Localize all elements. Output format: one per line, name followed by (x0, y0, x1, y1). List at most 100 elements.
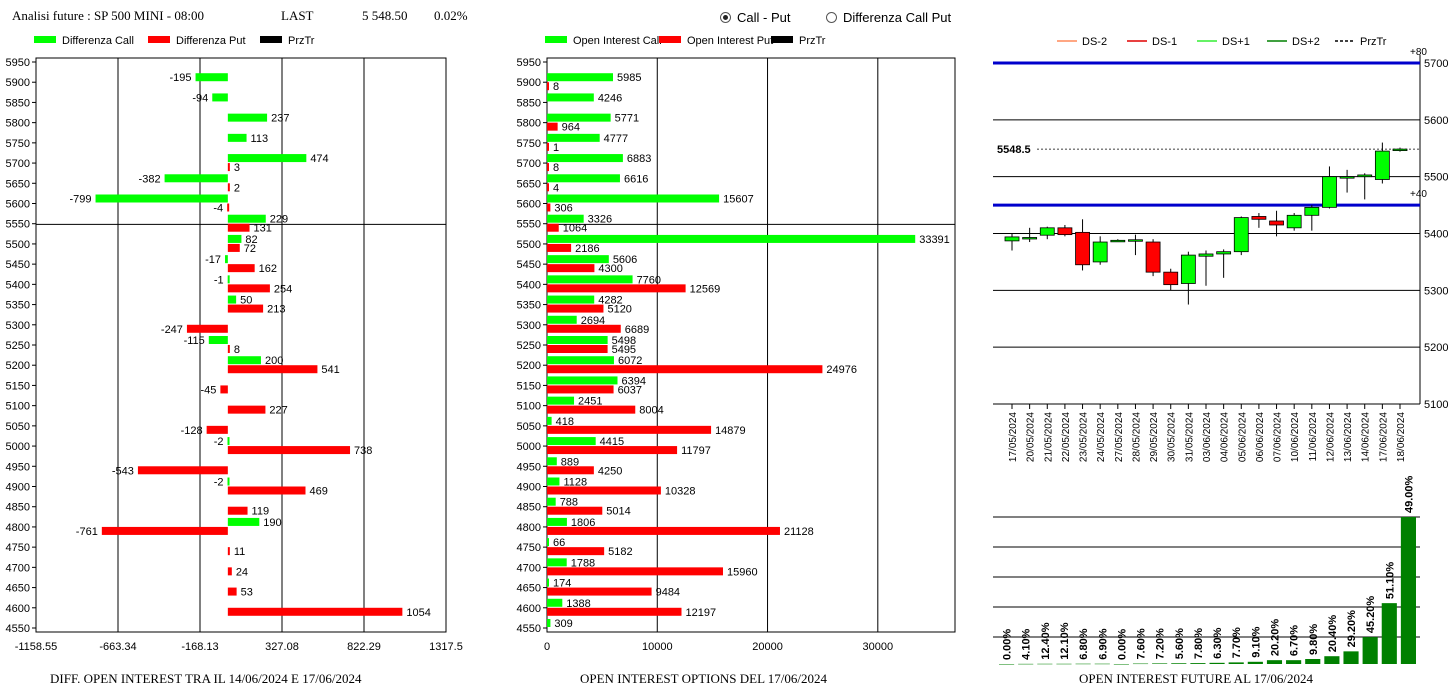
strike-label: 5500 (517, 239, 541, 251)
bar-value-label: 4777 (604, 133, 628, 145)
candle-body (1145, 241, 1161, 273)
call-bar (212, 93, 228, 102)
strike-label: 4950 (6, 461, 30, 473)
put-bar (227, 567, 232, 576)
call-bar (547, 113, 611, 122)
call-bar (225, 255, 228, 264)
future-bar (1056, 663, 1072, 665)
bar-value-label: -17 (205, 254, 221, 266)
bar-value-label: 213 (267, 304, 285, 316)
put-bar (547, 82, 549, 91)
put-bar (227, 547, 230, 556)
strike-label: 4600 (6, 603, 30, 615)
bar-value-label: 229 (270, 214, 288, 226)
legend-label: Differenza Call (62, 35, 134, 47)
put-bar (227, 203, 230, 212)
last-value: 5 548.50 (362, 8, 408, 23)
diff-open-interest-chart: Differenza Call Differenza Put PrzTr -1158.… (6, 35, 463, 653)
radio-differenza-call-put[interactable]: Differenza Call Put (826, 10, 951, 25)
strike-label: 4650 (517, 583, 541, 595)
call-bar (208, 336, 228, 344)
legend-label: DS-2 (1082, 36, 1107, 48)
strike-label: 5000 (6, 441, 30, 453)
future-bar (1152, 663, 1168, 664)
strike-label: 5650 (517, 178, 541, 190)
future-bar-label: 29.20% (1346, 610, 1358, 648)
put-bar (547, 526, 780, 535)
legend-swatch (148, 36, 170, 43)
bar-value-label: 1788 (571, 557, 595, 569)
bar-value-label: -1 (214, 274, 224, 286)
put-bar (547, 466, 594, 475)
bar-value-label: -543 (112, 465, 134, 477)
future-bar (1381, 603, 1397, 664)
strike-label: 5550 (6, 219, 30, 231)
strike-label: 5100 (517, 401, 541, 413)
caption-open-interest-options: OPEN INTEREST OPTIONS DEL 17/06/2024 (580, 671, 827, 686)
call-bar (547, 376, 618, 385)
strike-label: 5900 (6, 77, 30, 89)
call-bar (547, 73, 613, 82)
put-bar (547, 425, 712, 434)
future-bar-label: 6.30% (1212, 627, 1224, 658)
call-bar (227, 214, 266, 223)
future-bar (1209, 662, 1225, 664)
strike-label: 4700 (6, 562, 30, 574)
strike-label: 5600 (6, 199, 30, 211)
call-bar (227, 477, 230, 486)
future-bar-label: 7.70% (1231, 627, 1243, 658)
bar-value-label: 474 (310, 153, 328, 165)
call-bar (227, 437, 230, 446)
candle-body (1251, 216, 1267, 220)
strike-label: 5900 (517, 77, 541, 89)
date-label: 14/06/2024 (1361, 412, 1372, 462)
bar-value-label: 5498 (612, 335, 636, 347)
bar-value-label: -94 (192, 92, 208, 104)
bar-value-label: 12197 (685, 607, 716, 619)
x-tick-label: 327.08 (265, 641, 299, 653)
candle-body (1198, 253, 1214, 257)
legend-swatch (659, 36, 681, 43)
strike-label: 4900 (517, 482, 541, 494)
future-bar-label: 9.10% (1250, 626, 1262, 657)
legend-label: DS+2 (1292, 36, 1320, 48)
bar-value-label: 788 (560, 497, 578, 509)
future-bar (1075, 663, 1091, 665)
future-bar (1286, 660, 1302, 664)
date-label: 22/05/2024 (1061, 412, 1072, 462)
legend-label: PrzTr (288, 35, 315, 47)
put-bar (547, 587, 652, 596)
strike-label: 5000 (517, 441, 541, 453)
future-bar-label: 5.60% (1174, 628, 1186, 659)
bar-value-label: -195 (170, 72, 192, 84)
bar-value-label: 1128 (563, 477, 587, 489)
date-label: 10/06/2024 (1290, 412, 1301, 462)
strike-label: 4550 (6, 623, 30, 635)
radio-call-put[interactable]: Call - Put (720, 10, 790, 25)
legend-label: Differenza Put (176, 35, 246, 47)
call-bar (547, 255, 609, 264)
put-bar (227, 345, 230, 353)
strike-label: 5150 (517, 380, 541, 392)
put-bar (206, 425, 228, 434)
bar-value-label: 6072 (618, 355, 642, 367)
bar-value-label: 174 (553, 578, 571, 590)
bar-value-label: 5771 (615, 113, 639, 125)
bar-value-label: 113 (251, 133, 269, 145)
put-bar (227, 607, 403, 616)
strike-label: 5800 (517, 118, 541, 130)
put-bar (547, 567, 723, 576)
x-tick-label: -663.34 (99, 641, 136, 653)
put-bar (227, 446, 351, 455)
date-label: 27/05/2024 (1114, 412, 1125, 462)
future-bar-label: 7.80% (1193, 628, 1205, 659)
strike-label: 5550 (517, 219, 541, 231)
page-title: Analisi future : SP 500 MINI - 08:00 (12, 8, 204, 23)
strike-label: 5450 (517, 259, 541, 271)
future-bar (1190, 663, 1206, 664)
caption-open-interest-future: OPEN INTEREST FUTURE AL 17/06/2024 (1079, 671, 1314, 686)
legend-swatch (771, 36, 793, 43)
date-label: 11/06/2024 (1308, 412, 1319, 462)
y-tick-label: 5500 (1424, 172, 1448, 184)
x-tick-label: 1317.5 (429, 641, 463, 653)
